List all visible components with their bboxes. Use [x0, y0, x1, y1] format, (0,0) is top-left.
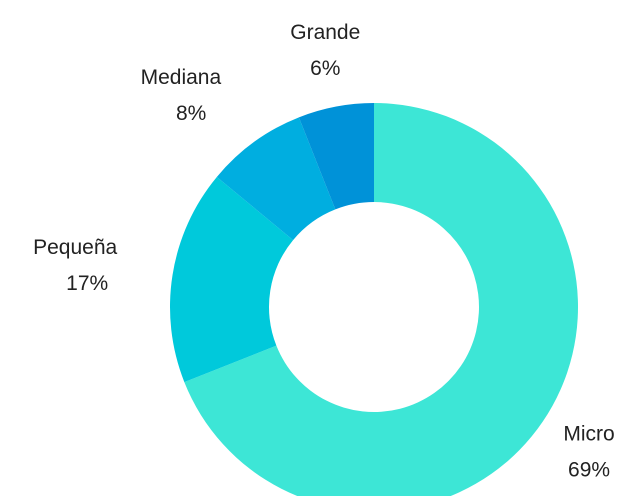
slice-label: Micro — [563, 423, 614, 446]
donut-slice — [184, 103, 578, 496]
slice-label: Mediana — [141, 66, 222, 89]
donut-slice — [170, 176, 294, 383]
slice-label: Grande — [290, 21, 360, 44]
donut-slice — [216, 117, 336, 241]
slice-label: Pequeña — [33, 236, 117, 259]
slice-value-label: 6% — [310, 57, 340, 80]
slice-value-label: 69% — [568, 459, 610, 482]
slice-value-label: 17% — [66, 272, 108, 295]
slice-value-label: 8% — [176, 102, 206, 125]
donut-slice — [298, 103, 374, 210]
